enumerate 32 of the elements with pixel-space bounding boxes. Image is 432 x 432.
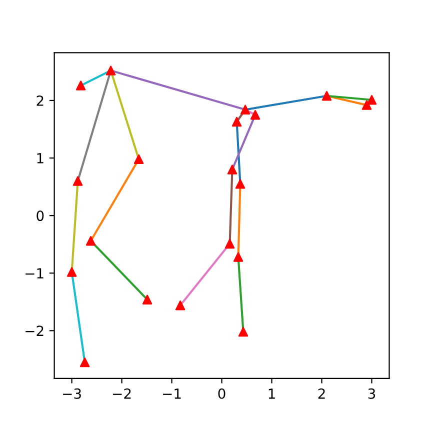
x-tick-label: 3 bbox=[368, 388, 376, 399]
point bbox=[224, 238, 235, 249]
point bbox=[362, 100, 372, 110]
point bbox=[238, 326, 248, 337]
point bbox=[106, 66, 116, 76]
point bbox=[76, 80, 86, 90]
point bbox=[233, 252, 244, 262]
point bbox=[240, 104, 250, 115]
point bbox=[142, 294, 152, 304]
y-tick-label: 0 bbox=[36, 210, 44, 222]
point bbox=[72, 176, 83, 186]
point bbox=[250, 110, 260, 120]
y-tick-label: −2 bbox=[26, 326, 44, 336]
x-tick-label: 0 bbox=[218, 388, 226, 399]
x-tick-label: −1 bbox=[163, 388, 181, 399]
point bbox=[322, 91, 332, 101]
x-tick-label: 2 bbox=[318, 388, 325, 399]
point bbox=[86, 236, 96, 246]
y-tick-label: 1 bbox=[37, 153, 44, 164]
point bbox=[134, 154, 144, 164]
y-tick-label: −1 bbox=[26, 268, 44, 278]
point bbox=[366, 95, 377, 105]
x-tick-label: 1 bbox=[268, 388, 275, 399]
point bbox=[232, 116, 242, 127]
point bbox=[66, 267, 77, 277]
point bbox=[175, 300, 186, 310]
point bbox=[235, 179, 246, 189]
point bbox=[227, 164, 238, 174]
y-tick-label: 2 bbox=[36, 95, 44, 106]
x-tick-label: −2 bbox=[113, 388, 131, 399]
x-tick-label: −3 bbox=[63, 388, 81, 399]
point bbox=[80, 357, 90, 368]
